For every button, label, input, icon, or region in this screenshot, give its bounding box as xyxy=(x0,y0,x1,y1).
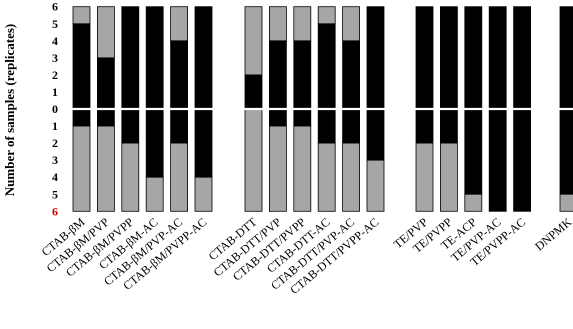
bar-top-black-segment xyxy=(170,40,189,110)
y-tick-label-bottom: 5 xyxy=(52,187,58,201)
y-tick-label-top: 4 xyxy=(52,34,58,48)
bar-bottom-black-segment xyxy=(317,108,336,144)
bar-bottom-gray-segment xyxy=(194,176,213,212)
bar-bottom-black-segment xyxy=(513,108,531,212)
y-tick-label-bottom: 3 xyxy=(52,153,58,167)
bar-bottom-gray-segment xyxy=(366,159,385,212)
bar-top-black-segment xyxy=(342,40,361,110)
y-tick-label-bottom: 4 xyxy=(52,170,58,184)
bar-top-black-segment xyxy=(415,6,434,110)
bar-top-black-segment xyxy=(464,6,483,110)
bar-bottom-gray-segment xyxy=(464,193,483,212)
y-tick-label-top: 6 xyxy=(52,0,58,14)
bar-top-gray-segment xyxy=(244,6,263,76)
bar-top-black-segment xyxy=(194,6,213,110)
plot-area xyxy=(64,6,573,212)
bar-top-gray-segment xyxy=(268,6,287,42)
bar-bottom-black-segment xyxy=(268,108,287,127)
y-tick-label-top: 3 xyxy=(52,51,58,65)
bar-top-black-segment xyxy=(293,40,312,110)
bar-top-black-segment xyxy=(121,6,140,110)
bar-bottom-black-segment xyxy=(464,108,483,195)
bar-top-black-segment xyxy=(244,74,263,110)
bar-bottom-gray-segment xyxy=(439,142,458,212)
bar-bottom-black-segment xyxy=(293,108,312,127)
bar-top-black-segment xyxy=(145,6,164,110)
bar-bottom-black-segment xyxy=(488,108,507,212)
bar-top-black-segment xyxy=(488,6,507,110)
bar-top-black-segment xyxy=(72,23,91,110)
bar-top-gray-segment xyxy=(72,6,91,25)
bar-bottom-gray-segment xyxy=(244,108,263,212)
bar-bottom-black-segment xyxy=(342,108,361,144)
bar-bottom-gray-segment xyxy=(97,125,115,212)
bar-bottom-gray-segment xyxy=(72,125,91,212)
bar-top-gray-segment xyxy=(317,6,336,25)
bar-bottom-gray-segment xyxy=(121,142,140,212)
bar-top-black-segment xyxy=(439,6,458,110)
y-tick-label-top: 0 xyxy=(52,102,58,116)
bar-bottom-black-segment xyxy=(145,108,164,178)
bar-top-black-segment xyxy=(559,6,573,110)
bar-bottom-gray-segment xyxy=(559,193,573,212)
bar-top-black-segment xyxy=(317,23,336,110)
x-axis-labels: CTAB-βMCTAB-βM/PVPCTAB-βM/PVPPCTAB-βM-AC… xyxy=(39,214,573,297)
bar-bottom-black-segment xyxy=(121,108,140,144)
bar-bottom-gray-segment xyxy=(317,142,336,212)
bar-bottom-gray-segment xyxy=(415,142,434,212)
bar-bottom-gray-segment xyxy=(170,142,189,212)
bar-bottom-gray-segment xyxy=(342,142,361,212)
y-axis: 0 1 2 3 4 5 6 1 2 3 4 5 6 xyxy=(52,0,58,218)
y-tick-label-bottom: 2 xyxy=(52,136,58,150)
bar-bottom-black-segment xyxy=(366,108,385,161)
bar-bottom-black-segment xyxy=(194,108,213,178)
bar-top-gray-segment xyxy=(170,6,189,42)
y-tick-label-bottom: 6 xyxy=(52,204,58,218)
y-tick-label-top: 2 xyxy=(52,68,58,82)
bar-bottom-black-segment xyxy=(415,108,434,144)
bar-bottom-black-segment xyxy=(559,108,573,195)
bar-top-black-segment xyxy=(97,57,115,110)
y-tick-label-top: 1 xyxy=(52,85,58,99)
bar-top-gray-segment xyxy=(293,6,312,42)
bar-bottom-gray-segment xyxy=(145,176,164,212)
y-axis-label: Number of samples (replicates) xyxy=(2,24,17,196)
bar-bottom-black-segment xyxy=(170,108,189,144)
bar-bottom-black-segment xyxy=(97,108,115,127)
bar-bottom-gray-segment xyxy=(293,125,312,212)
x-category-label: DNPMK xyxy=(532,215,573,254)
bar-top-black-segment xyxy=(268,40,287,110)
y-tick-label-bottom: 1 xyxy=(52,119,58,133)
bar-top-gray-segment xyxy=(97,6,115,59)
bar-top-black-segment xyxy=(513,6,531,110)
bar-top-black-segment xyxy=(366,6,385,110)
bar-bottom-black-segment xyxy=(72,108,91,127)
bar-top-gray-segment xyxy=(342,6,361,42)
y-tick-label-top: 5 xyxy=(52,17,58,31)
bar-bottom-black-segment xyxy=(439,108,458,144)
bar-bottom-gray-segment xyxy=(268,125,287,212)
